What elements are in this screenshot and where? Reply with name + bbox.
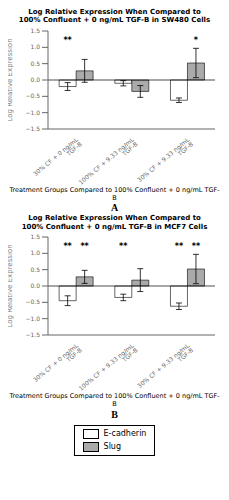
html-text:A: A bbox=[110, 202, 119, 214]
svg-text:30% CF + 0 ng/mLTGF-B: 30% CF + 0 ng/mLTGF-B bbox=[32, 135, 84, 182]
html-text:B: B bbox=[111, 408, 118, 420]
svg-text:Log Relative Expression: Log Relative Expression bbox=[8, 245, 14, 328]
svg-text:**: ** bbox=[192, 242, 201, 251]
svg-text:**: ** bbox=[63, 36, 72, 45]
html-text:E-cadherin: E-cadherin bbox=[103, 429, 147, 439]
html-text:Treatment Groups Compared to 1: Treatment Groups Compared to 100% Conflu… bbox=[9, 185, 220, 202]
svg-text:−1.0: −1.0 bbox=[25, 315, 40, 322]
svg-text:−1.0: −1.0 bbox=[25, 109, 40, 116]
svg-text:30% CF + 9.33 ng/mLTGF-B: 30% CF + 9.33 ng/mLTGF-B bbox=[136, 135, 195, 187]
svg-text:1.0: 1.0 bbox=[30, 250, 40, 257]
svg-text:−1.5: −1.5 bbox=[25, 125, 40, 132]
svg-text:1.5: 1.5 bbox=[30, 27, 40, 34]
svg-text:−1.5: −1.5 bbox=[25, 331, 40, 338]
svg-text:−0.5: −0.5 bbox=[25, 92, 40, 99]
svg-text:1.0: 1.0 bbox=[30, 43, 40, 50]
svg-text:0.0: 0.0 bbox=[30, 282, 40, 289]
svg-text:**: ** bbox=[119, 242, 128, 251]
svg-text:30% CF + 0 ng/mLTGF-B: 30% CF + 0 ng/mLTGF-B bbox=[32, 341, 84, 388]
html-text:Log Relative Expression When C: Log Relative Expression When Compared to… bbox=[18, 8, 211, 25]
svg-text:100% CF + 9.33 ng/mLTGF-B: 100% CF + 9.33 ng/mLTGF-B bbox=[77, 135, 139, 187]
svg-text:Log Relative Expression: Log Relative Expression bbox=[8, 38, 14, 121]
svg-text:*: * bbox=[194, 36, 199, 45]
svg-text:1.5: 1.5 bbox=[30, 233, 40, 240]
svg-text:100% CF + 9.33 ng/mLTGF-B: 100% CF + 9.33 ng/mLTGF-B bbox=[77, 341, 139, 393]
svg-text:0.5: 0.5 bbox=[30, 60, 40, 67]
svg-text:−0.5: −0.5 bbox=[25, 299, 40, 306]
html-text:Slug: Slug bbox=[103, 442, 121, 452]
svg-text:**: ** bbox=[175, 242, 184, 251]
svg-text:30% CF + 9.33 ng/mLTGF-B: 30% CF + 9.33 ng/mLTGF-B bbox=[136, 341, 195, 393]
svg-text:**: ** bbox=[80, 242, 89, 251]
svg-text:0.5: 0.5 bbox=[30, 266, 40, 273]
svg-text:**: ** bbox=[63, 242, 72, 251]
html-text:Log Relative Expression When C: Log Relative Expression When Compared to… bbox=[21, 214, 208, 231]
html-text:Treatment Groups Compared to 1: Treatment Groups Compared to 100% Conflu… bbox=[9, 392, 220, 408]
svg-text:0.0: 0.0 bbox=[30, 76, 40, 83]
